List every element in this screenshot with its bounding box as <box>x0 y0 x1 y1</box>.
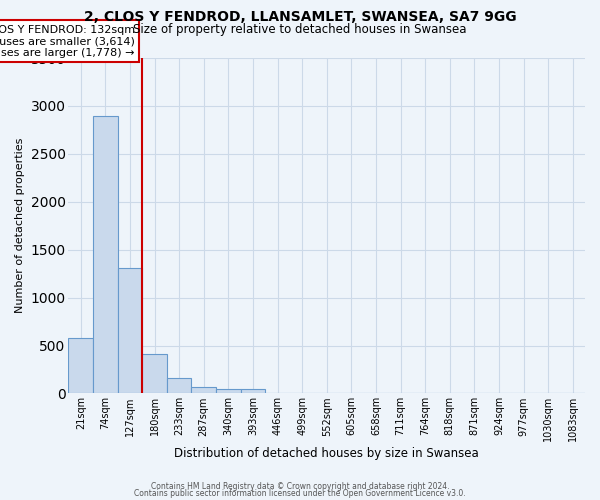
Bar <box>167 378 191 394</box>
Text: 2 CLOS Y FENDROD: 132sqm
← 66% of detached houses are smaller (3,614)
33% of sem: 2 CLOS Y FENDROD: 132sqm ← 66% of detach… <box>0 25 135 58</box>
X-axis label: Distribution of detached houses by size in Swansea: Distribution of detached houses by size … <box>175 447 479 460</box>
Bar <box>191 386 216 394</box>
Bar <box>118 268 142 394</box>
Text: Size of property relative to detached houses in Swansea: Size of property relative to detached ho… <box>133 22 467 36</box>
Y-axis label: Number of detached properties: Number of detached properties <box>15 138 25 314</box>
Text: 2, CLOS Y FENDROD, LLANSAMLET, SWANSEA, SA7 9GG: 2, CLOS Y FENDROD, LLANSAMLET, SWANSEA, … <box>83 10 517 24</box>
Bar <box>93 116 118 394</box>
Bar <box>241 388 265 394</box>
Text: Contains HM Land Registry data © Crown copyright and database right 2024.: Contains HM Land Registry data © Crown c… <box>151 482 449 491</box>
Bar <box>142 354 167 394</box>
Text: Contains public sector information licensed under the Open Government Licence v3: Contains public sector information licen… <box>134 490 466 498</box>
Bar <box>216 388 241 394</box>
Bar <box>68 338 93 394</box>
